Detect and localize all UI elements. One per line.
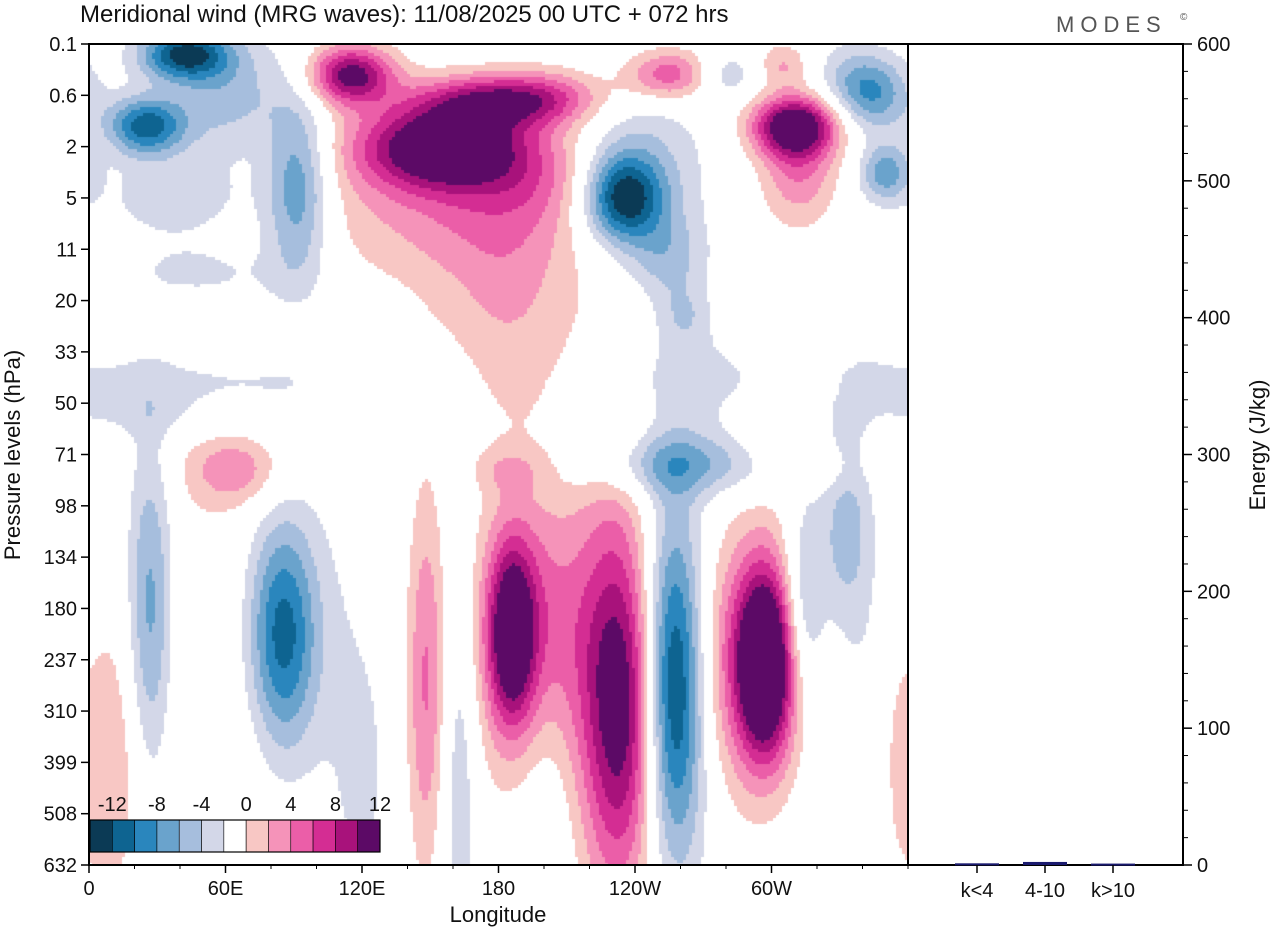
colorbar-swatch (245, 819, 269, 853)
y-tick-label: 71 (55, 445, 77, 467)
colorbar-swatch (223, 819, 247, 853)
colorbar-legend: -12 -8 -4 0 4 8 12 (89, 794, 391, 853)
chart-title: Meridional wind (MRG waves): 11/08/2025 … (80, 1, 729, 28)
colorbar-swatch (156, 819, 180, 853)
energy-bar (1023, 861, 1067, 865)
colorbar-label: 12 (369, 794, 391, 816)
x-tick-label: 60E (208, 878, 244, 900)
energy-axis-label: Energy (J/kg) (1245, 380, 1270, 511)
energy-tick-label: 600 (1197, 34, 1230, 56)
modes-logo: MODES © (1056, 12, 1188, 37)
contour-canvas-holder (89, 44, 908, 865)
y-tick-label: 50 (55, 393, 77, 415)
y-tick-label: 508 (44, 804, 77, 826)
energy-bar-panel: 0 100 200 300 400 500 600 k<4 4-10 k>10 Energy (… (907, 34, 1270, 902)
energy-category-label: k>10 (1091, 880, 1135, 902)
energy-tick-label: 500 (1197, 171, 1230, 193)
colorbar-label: -12 (98, 794, 127, 816)
colorbar-label: -8 (148, 794, 166, 816)
y-tick-label: 632 (44, 855, 77, 877)
x-axis-label: Longitude (450, 902, 547, 927)
colorbar-border (89, 819, 381, 853)
modes-brand-mark: © (1180, 12, 1188, 23)
x-axis-longitude: 0 60E 120E 180 120W 60W (83, 865, 909, 900)
y-tick-label: 33 (55, 342, 77, 364)
y-tick-label: 2 (66, 137, 77, 159)
energy-bar (1091, 863, 1135, 866)
y-axis-label: Pressure levels (hPa) (0, 350, 25, 560)
colorbar-label: 0 (241, 794, 252, 816)
colorbar-label: 4 (285, 794, 296, 816)
y-tick-label: 399 (44, 752, 77, 774)
colorbar-label: 8 (330, 794, 341, 816)
energy-tick-label: 100 (1197, 718, 1230, 740)
contour-field (89, 44, 908, 865)
y-tick-label: 180 (44, 598, 77, 620)
energy-bar (955, 863, 999, 866)
colorbar-swatch (335, 819, 358, 853)
y-tick-label: 0.1 (49, 34, 77, 56)
energy-tick-label: 400 (1197, 308, 1230, 330)
x-tick-label: 120E (339, 878, 386, 900)
x-tick-label: 60W (751, 878, 792, 900)
energy-bars (955, 861, 1135, 866)
colorbar-swatch (290, 819, 314, 853)
modes-brand: MODES (1056, 12, 1167, 37)
y-tick-label: 5 (66, 188, 77, 210)
colorbar-label: -4 (193, 794, 211, 816)
y-tick-label: 20 (55, 291, 77, 313)
y-axis-pressure-levels: 0.1 0.6 2 5 11 20 33 50 71 98 134 180 237 310 399 508 63… (44, 34, 89, 877)
x-tick-label: 120W (609, 878, 661, 900)
x-tick-label: 180 (482, 878, 515, 900)
colorbar-swatch (89, 819, 113, 853)
colorbar-swatch (312, 819, 336, 853)
colorbar-swatch (268, 819, 292, 853)
y-tick-label: 0.6 (49, 85, 77, 107)
x-tick-label: 0 (83, 878, 94, 900)
energy-tick-label: 300 (1197, 445, 1230, 467)
y-tick-label: 11 (56, 239, 77, 261)
energy-axis: 0 100 200 300 400 500 600 (1183, 34, 1230, 877)
contour-plot (89, 44, 908, 865)
energy-tick-label: 200 (1197, 581, 1230, 603)
energy-category-label: 4-10 (1025, 880, 1065, 902)
y-tick-label: 237 (44, 650, 77, 672)
y-tick-label: 310 (44, 701, 77, 723)
y-tick-label: 134 (44, 547, 77, 569)
energy-categories: k<4 4-10 k>10 (961, 865, 1135, 902)
colorbar-swatch (201, 819, 225, 853)
energy-category-label: k<4 (961, 880, 994, 902)
colorbar-swatch (134, 819, 158, 853)
colorbar-swatch (357, 819, 381, 853)
colorbar-swatch (112, 819, 135, 853)
y-tick-label: 98 (55, 496, 77, 518)
energy-panel-frame (907, 43, 1184, 866)
colorbar-swatch (178, 819, 202, 853)
energy-tick-label: 0 (1197, 855, 1208, 877)
